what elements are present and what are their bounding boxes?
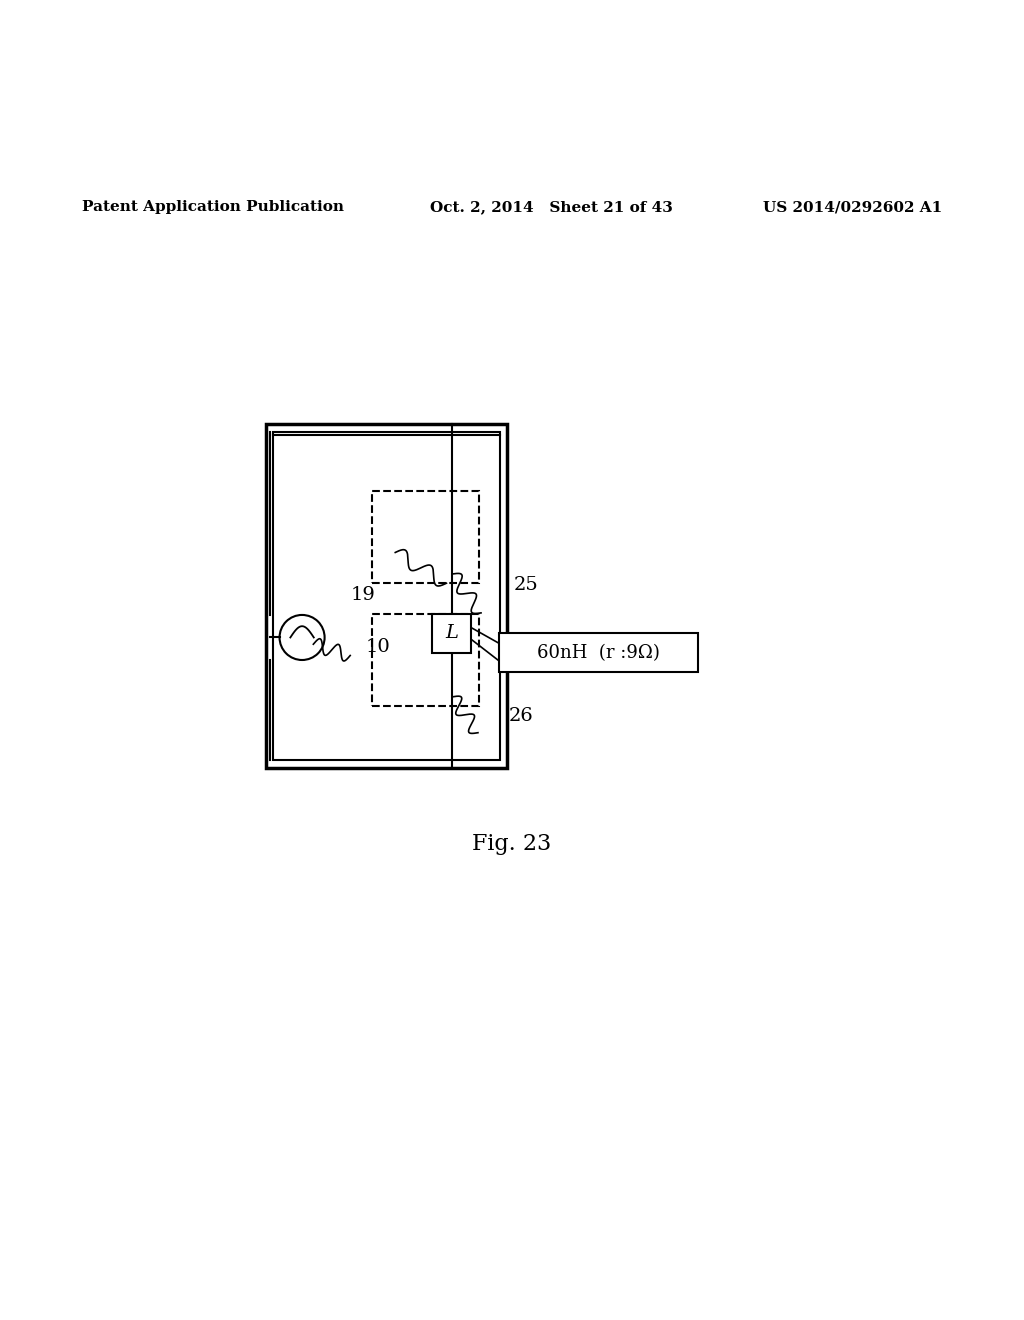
Text: US 2014/0292602 A1: US 2014/0292602 A1 bbox=[763, 201, 942, 214]
Text: 60nH  (r :9Ω): 60nH (r :9Ω) bbox=[538, 644, 659, 661]
Text: Fig. 23: Fig. 23 bbox=[472, 833, 552, 855]
Bar bbox=[432, 614, 471, 653]
Text: L: L bbox=[445, 624, 458, 643]
Text: 19: 19 bbox=[350, 586, 375, 605]
Bar bbox=[266, 425, 507, 767]
Text: 26: 26 bbox=[509, 708, 534, 725]
Text: Oct. 2, 2014   Sheet 21 of 43: Oct. 2, 2014 Sheet 21 of 43 bbox=[430, 201, 673, 214]
Bar bbox=[273, 432, 500, 760]
Bar bbox=[499, 634, 698, 672]
Text: Patent Application Publication: Patent Application Publication bbox=[82, 201, 344, 214]
Text: 25: 25 bbox=[514, 577, 539, 594]
Bar bbox=[372, 614, 479, 706]
Text: 10: 10 bbox=[366, 638, 390, 656]
Bar bbox=[372, 491, 479, 583]
